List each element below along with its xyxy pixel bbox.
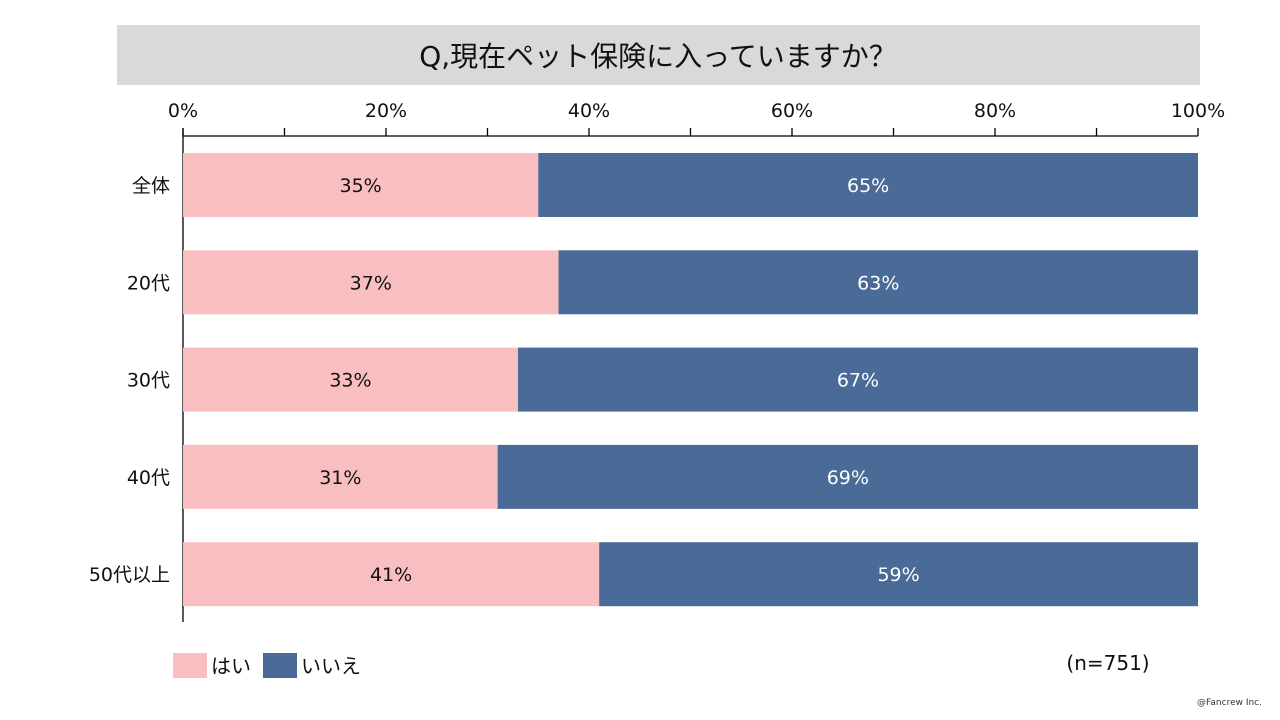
bar-segment-yes <box>183 444 498 509</box>
bar-segment-yes <box>183 153 539 217</box>
x-tick-label: 60% <box>771 100 813 122</box>
bar-segment-no <box>558 250 1198 315</box>
data-label: 69% <box>827 467 869 489</box>
bar-segment-yes <box>183 347 518 412</box>
legend-swatch <box>173 653 207 678</box>
data-label: 59% <box>877 564 919 586</box>
data-label: 63% <box>857 272 899 294</box>
bar-segment-no <box>599 542 1198 607</box>
sample-size-note: (n=751) <box>1066 651 1149 675</box>
x-tick-label: 40% <box>568 100 610 122</box>
bar-segment-no <box>497 444 1198 509</box>
chart-title: Q,現在ペット保険に入っていますか？ <box>419 40 897 73</box>
legend-label: はい <box>211 654 251 678</box>
x-tick-label: 0% <box>168 100 198 122</box>
bar-segment-no <box>517 347 1198 412</box>
data-label: 67% <box>837 370 879 392</box>
x-tick-label: 20% <box>365 100 407 122</box>
data-label: 37% <box>350 272 392 294</box>
x-tick-label: 80% <box>974 100 1016 122</box>
data-label: 65% <box>847 175 889 197</box>
bar-segment-yes <box>183 250 559 315</box>
title-background <box>117 25 1200 85</box>
x-tick-label: 100% <box>1171 100 1225 122</box>
credit: @Fancrew Inc. <box>1197 698 1262 708</box>
bar-segment-yes <box>183 542 600 607</box>
bar-segment-no <box>538 153 1198 217</box>
category-label: 全体 <box>132 175 170 197</box>
category-label: 50代以上 <box>89 564 170 586</box>
data-label: 35% <box>340 175 382 197</box>
data-label: 41% <box>370 564 412 586</box>
data-label: 31% <box>319 467 361 489</box>
legend-swatch <box>263 653 297 678</box>
category-label: 20代 <box>127 272 170 294</box>
legend-label: いいえ <box>301 654 361 678</box>
category-label: 40代 <box>127 467 170 489</box>
data-label: 33% <box>329 370 371 392</box>
category-label: 30代 <box>127 370 170 392</box>
